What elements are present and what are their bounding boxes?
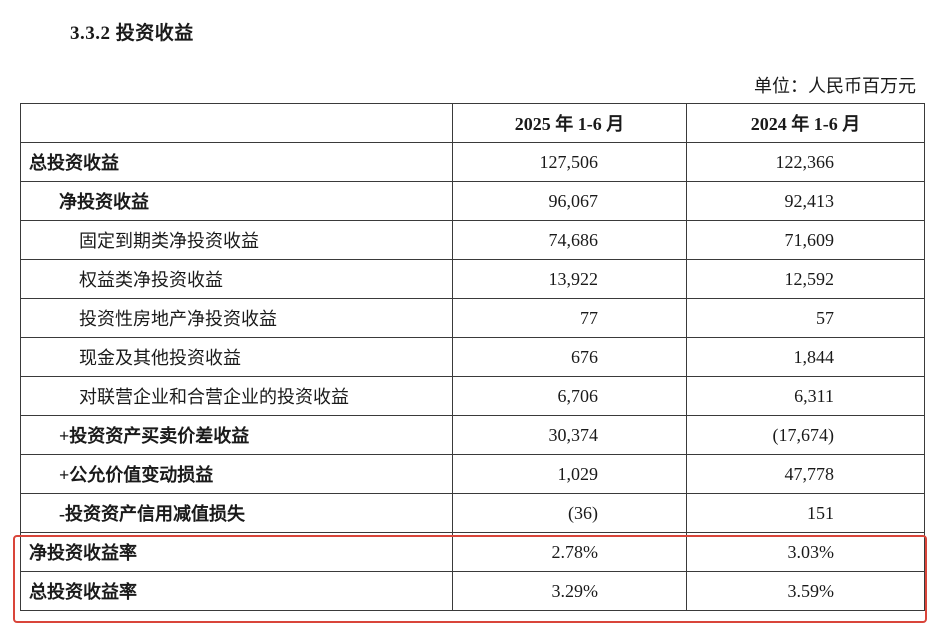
row-label: 对联营企业和合营企业的投资收益 (20, 376, 453, 416)
row-label: +投资资产买卖价差收益 (20, 415, 453, 455)
table-row-highlighted: 总投资收益率 3.29% 3.59% (20, 571, 925, 611)
value-2025: 676 (452, 337, 687, 377)
value-2025: 96,067 (452, 181, 687, 221)
value-2025: 30,374 (452, 415, 687, 455)
row-label: 现金及其他投资收益 (20, 337, 453, 377)
row-label: 净投资收益 (20, 181, 453, 221)
row-label: 总投资收益 (20, 142, 453, 182)
value-2025: (36) (452, 493, 687, 533)
table-row: +投资资产买卖价差收益 30,374 (17,674) (20, 415, 925, 455)
value-2025: 6,706 (452, 376, 687, 416)
row-label: 权益类净投资收益 (20, 259, 453, 299)
row-label: -投资资产信用减值损失 (20, 493, 453, 533)
value-2024: 12,592 (686, 259, 925, 299)
table-row: 净投资收益 96,067 92,413 (20, 181, 925, 221)
value-2024: 151 (686, 493, 925, 533)
header-2024: 2024 年 1-6 月 (686, 103, 925, 143)
value-2024: 3.59% (686, 571, 925, 611)
value-2024: 92,413 (686, 181, 925, 221)
table-row: 权益类净投资收益 13,922 12,592 (20, 259, 925, 299)
header-2025: 2025 年 1-6 月 (452, 103, 687, 143)
table-row: 固定到期类净投资收益 74,686 71,609 (20, 220, 925, 260)
value-2024: 3.03% (686, 532, 925, 572)
value-2024: (17,674) (686, 415, 925, 455)
unit-label: 单位：人民币百万元 (754, 76, 916, 96)
value-2024: 6,311 (686, 376, 925, 416)
row-label: 投资性房地产净投资收益 (20, 298, 453, 338)
value-2025: 77 (452, 298, 687, 338)
value-2025: 13,922 (452, 259, 687, 299)
value-2025: 74,686 (452, 220, 687, 260)
value-2024: 57 (686, 298, 925, 338)
value-2025: 1,029 (452, 454, 687, 494)
row-label: 净投资收益率 (20, 532, 453, 572)
value-2024: 71,609 (686, 220, 925, 260)
value-2025: 3.29% (452, 571, 687, 611)
row-label: +公允价值变动损益 (20, 454, 453, 494)
value-2024: 122,366 (686, 142, 925, 182)
section-title: 3.3.2 投资收益 (70, 23, 194, 44)
row-label: 总投资收益率 (20, 571, 453, 611)
table-row: 总投资收益 127,506 122,366 (20, 142, 925, 182)
table-row: -投资资产信用减值损失 (36) 151 (20, 493, 925, 533)
table-row: 现金及其他投资收益 676 1,844 (20, 337, 925, 377)
table-row-highlighted: 净投资收益率 2.78% 3.03% (20, 532, 925, 572)
investment-income-table: 2025 年 1-6 月 2024 年 1-6 月 总投资收益 127,506 … (20, 103, 925, 611)
value-2025: 127,506 (452, 142, 687, 182)
table-row: +公允价值变动损益 1,029 47,778 (20, 454, 925, 494)
header-label-cell (20, 103, 453, 143)
table-row: 对联营企业和合营企业的投资收益 6,706 6,311 (20, 376, 925, 416)
table-row: 投资性房地产净投资收益 77 57 (20, 298, 925, 338)
value-2024: 1,844 (686, 337, 925, 377)
value-2024: 47,778 (686, 454, 925, 494)
value-2025: 2.78% (452, 532, 687, 572)
table-header-row: 2025 年 1-6 月 2024 年 1-6 月 (20, 103, 925, 143)
row-label: 固定到期类净投资收益 (20, 220, 453, 260)
